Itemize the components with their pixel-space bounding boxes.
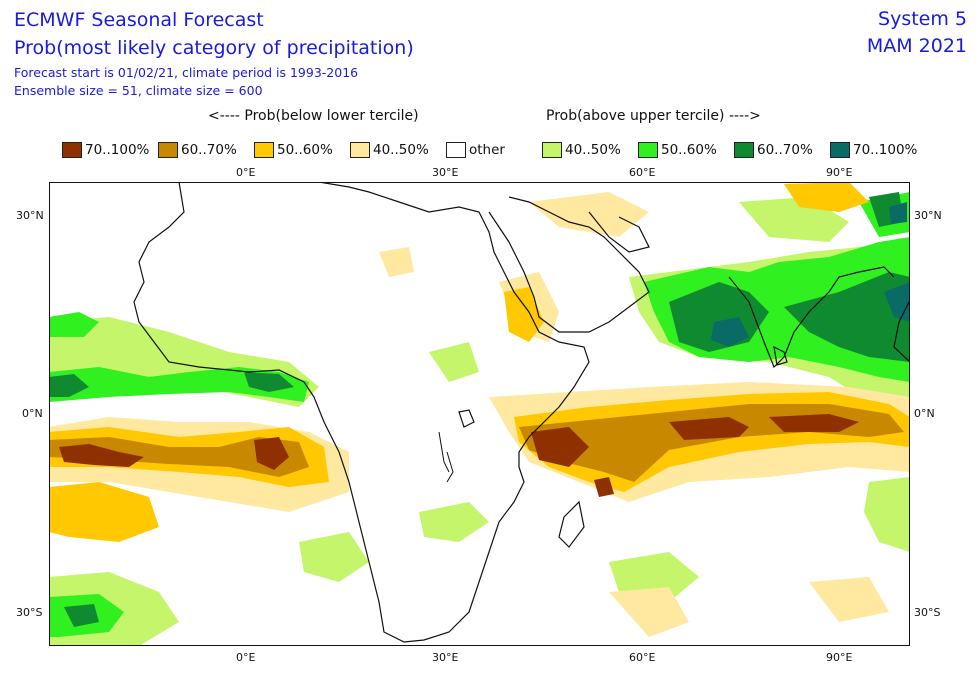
- legend-label: 60..70%: [757, 142, 813, 158]
- right-lat-label-30n: 30°N: [914, 209, 942, 222]
- legend-label: 40..50%: [565, 142, 621, 158]
- season-label: MAM 2021: [866, 35, 967, 57]
- map-frame: [49, 182, 910, 646]
- legend-swatch: [350, 142, 370, 158]
- right-lat-label-0: 0°N: [914, 407, 935, 420]
- lakes: [438, 431, 454, 483]
- legend-item-above-60-70: 60..70%: [734, 141, 813, 159]
- legend-label: other: [469, 142, 505, 158]
- legend-swatch: [830, 142, 850, 158]
- legend-swatch: [542, 142, 562, 158]
- right-lat-label-30s: 30°S: [914, 606, 941, 619]
- top-lon-label-0: 0°E: [236, 166, 256, 179]
- legend-label: 40..50%: [373, 142, 429, 158]
- system-label: System 5: [878, 8, 967, 30]
- legend-item-above-50-60: 50..60%: [638, 141, 717, 159]
- left-lat-label-30n: 30°N: [16, 209, 44, 222]
- coastlines: [133, 182, 910, 643]
- title-line-2: Prob(most likely category of precipitati…: [14, 37, 414, 59]
- top-lon-label-90: 90°E: [826, 166, 853, 179]
- bottom-lon-label-60: 60°E: [629, 651, 656, 664]
- legend-item-below-70-100: 70..100%: [62, 141, 149, 159]
- legend-item-below-60-70: 60..70%: [158, 141, 237, 159]
- precipitation-probability-map: [49, 182, 910, 646]
- legend-swatch: [638, 142, 658, 158]
- legend-label: 50..60%: [661, 142, 717, 158]
- top-lon-label-30: 30°E: [432, 166, 459, 179]
- legend-label: 50..60%: [277, 142, 333, 158]
- left-lat-label-0: 0°N: [22, 407, 43, 420]
- top-lon-label-60: 60°E: [629, 166, 656, 179]
- legend-label: 70..100%: [85, 142, 150, 158]
- legend-label: 60..70%: [181, 142, 237, 158]
- legend-item-above-70-100: 70..100%: [830, 141, 917, 159]
- bottom-lon-label-0: 0°E: [236, 651, 256, 664]
- legend-item-below-50-60: 50..60%: [254, 141, 333, 159]
- title-line-1: ECMWF Seasonal Forecast: [14, 9, 264, 31]
- legend-item-above-40-50: 40..50%: [542, 141, 621, 159]
- bottom-lon-label-30: 30°E: [432, 651, 459, 664]
- left-lat-label-30s: 30°S: [16, 606, 43, 619]
- legend-swatch: [254, 142, 274, 158]
- above-tercile-label: Prob(above upper tercile) ---->: [546, 108, 761, 124]
- subtitle-ensemble-size: Ensemble size = 51, climate size = 600: [14, 83, 263, 98]
- below-tercile-label: <---- Prob(below lower tercile): [208, 108, 419, 124]
- below-70-100-regions: [59, 414, 859, 497]
- legend-item-below-40-50: 40..50%: [350, 141, 429, 159]
- legend-item-other: other: [446, 141, 505, 159]
- legend-swatch: [446, 142, 466, 158]
- subtitle-forecast-start: Forecast start is 01/02/21, climate peri…: [14, 65, 359, 80]
- legend-swatch: [62, 142, 82, 158]
- legend-swatch: [734, 142, 754, 158]
- legend-label: 70..100%: [853, 142, 918, 158]
- legend-swatch: [158, 142, 178, 158]
- bottom-lon-label-90: 90°E: [826, 651, 853, 664]
